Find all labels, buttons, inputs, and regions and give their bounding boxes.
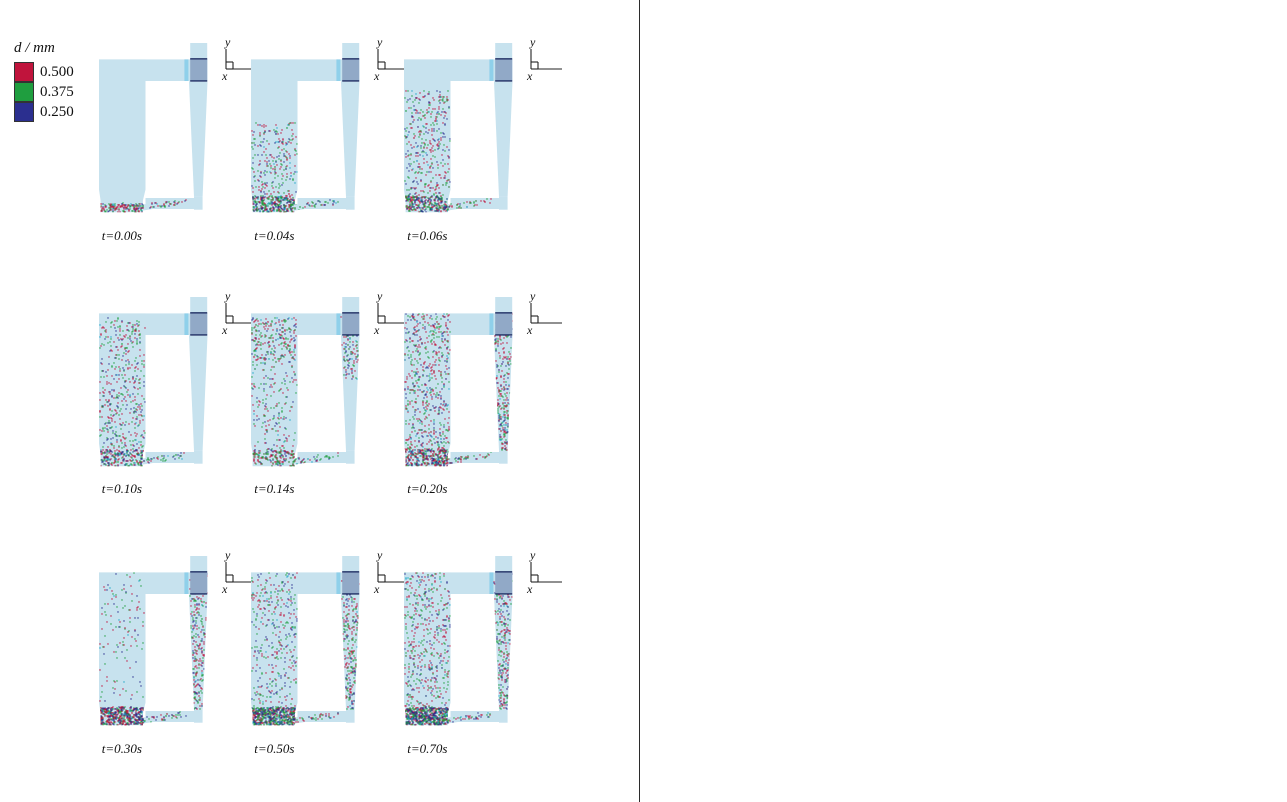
svg-text:x: x bbox=[526, 323, 533, 336]
svg-text:y: y bbox=[529, 290, 536, 303]
svg-text:y: y bbox=[376, 36, 383, 49]
svg-text:x: x bbox=[221, 323, 228, 336]
svg-text:y: y bbox=[376, 290, 383, 303]
svg-text:x: x bbox=[373, 323, 380, 336]
svg-text:y: y bbox=[224, 36, 231, 49]
svg-text:y: y bbox=[224, 290, 231, 303]
svg-text:x: x bbox=[373, 69, 380, 82]
svg-text:x: x bbox=[221, 69, 228, 82]
svg-text:x: x bbox=[526, 69, 533, 82]
svg-text:y: y bbox=[529, 36, 536, 49]
